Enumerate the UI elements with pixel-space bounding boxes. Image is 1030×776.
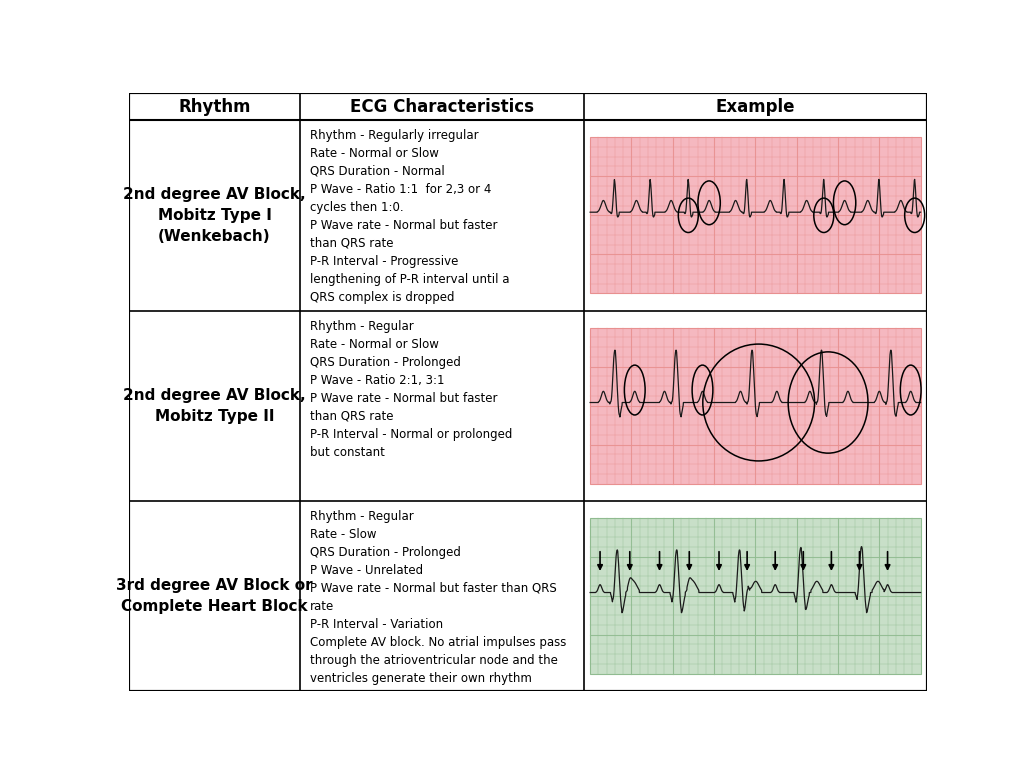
Text: Rhythm - Regular
Rate - Slow
QRS Duration - Prolonged
P Wave - Unrelated
P Wave : Rhythm - Regular Rate - Slow QRS Duratio…	[310, 510, 566, 684]
Text: 3rd degree AV Block or
Complete Heart Block: 3rd degree AV Block or Complete Heart Bl…	[116, 577, 313, 614]
Text: Rhythm - Regular
Rate - Normal or Slow
QRS Duration - Prolonged
P Wave - Ratio 2: Rhythm - Regular Rate - Normal or Slow Q…	[310, 320, 512, 459]
Bar	[590, 137, 921, 293]
Text: ECG Characteristics: ECG Characteristics	[350, 98, 535, 116]
Bar	[590, 518, 921, 674]
Bar	[590, 327, 921, 483]
Text: 2nd degree AV Block,
Mobitz Type II: 2nd degree AV Block, Mobitz Type II	[124, 388, 306, 424]
Text: 2nd degree AV Block,
Mobitz Type I
(Wenkebach): 2nd degree AV Block, Mobitz Type I (Wenk…	[124, 187, 306, 244]
Text: Rhythm - Regularly irregular
Rate - Normal or Slow
QRS Duration - Normal
P Wave : Rhythm - Regularly irregular Rate - Norm…	[310, 129, 510, 304]
Text: Example: Example	[716, 98, 795, 116]
Text: Rhythm: Rhythm	[178, 98, 251, 116]
